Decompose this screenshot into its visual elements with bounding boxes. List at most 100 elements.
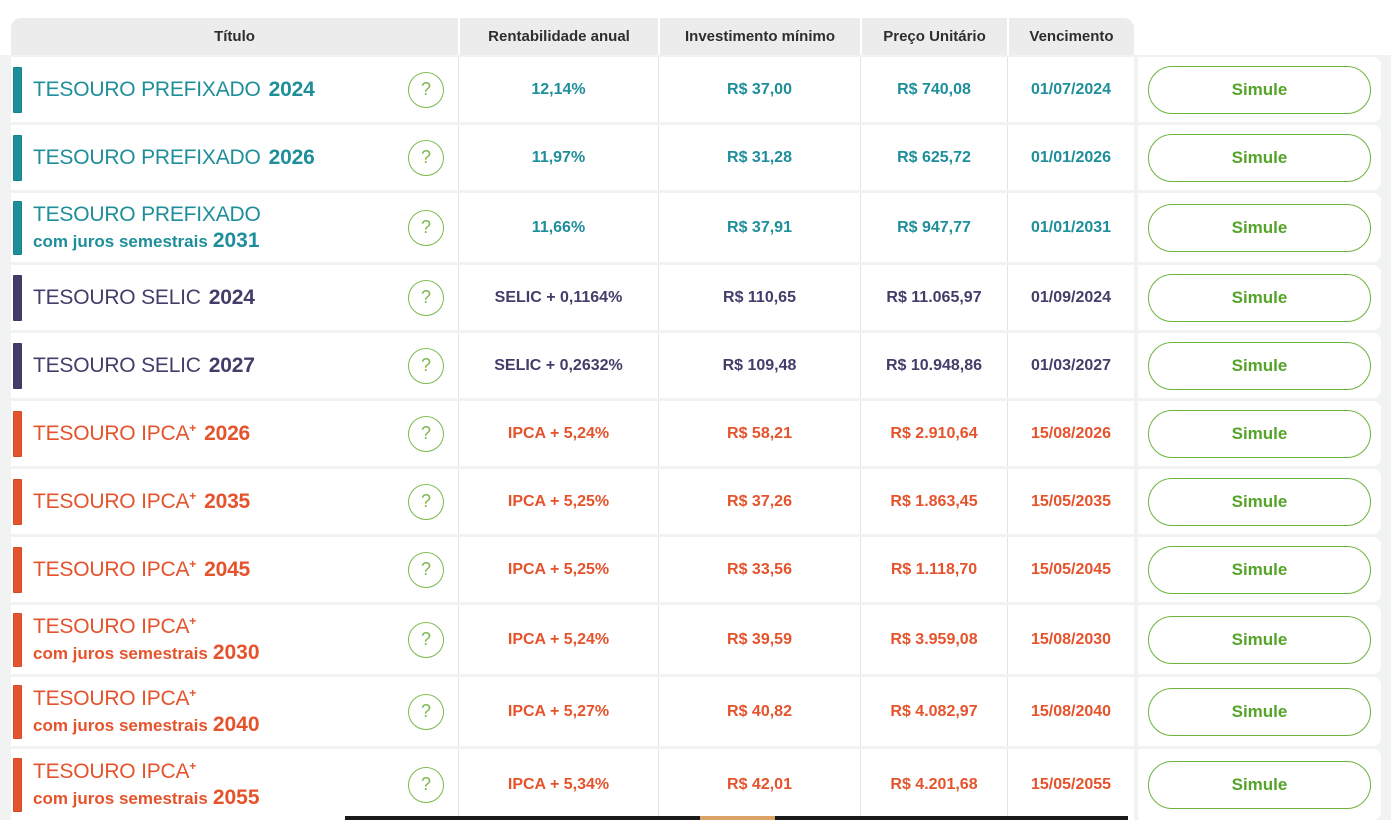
bond-row: TESOURO IPCA+ com juros semestrais 2055 ?… [11, 749, 1381, 820]
bond-name: TESOURO PREFIXADO [33, 77, 261, 101]
help-icon[interactable]: ? [408, 415, 444, 452]
bond-subtitle: com juros semestrais [33, 715, 208, 735]
help-icon[interactable]: ? [408, 551, 444, 588]
help-icon[interactable]: ? [408, 483, 444, 520]
help-icon[interactable]: ? [408, 693, 444, 730]
maturity-cell: 01/09/2024 [1007, 265, 1134, 330]
bond-title: TESOURO SELIC 2024 [33, 286, 255, 309]
min-investment-cell: R$ 37,26 [658, 469, 860, 534]
bond-table: Título Rentabilidade anual Investimento … [11, 18, 1381, 820]
bond-color-bar [13, 342, 22, 389]
bond-row: TESOURO SELIC 2024 ? SELIC + 0,1164% R$ 1… [11, 265, 1381, 330]
bond-color-bar [13, 684, 22, 739]
bond-title: TESOURO IPCA+ com juros semestrais 2040 [33, 687, 260, 735]
rate-cell: IPCA + 5,25% [458, 469, 658, 534]
bond-color-bar [13, 478, 22, 525]
bond-title-line1: TESOURO IPCA+ 2045 [33, 558, 250, 581]
unit-price-cell: R$ 4.082,97 [860, 677, 1007, 746]
simule-cell: Simule [1138, 401, 1381, 466]
bond-name: TESOURO IPCA [33, 687, 190, 711]
col-header-vencimento: Vencimento [1007, 18, 1134, 55]
simule-button[interactable]: Simule [1148, 760, 1371, 809]
table-header-row: Título Rentabilidade anual Investimento … [11, 18, 1381, 55]
bond-title: TESOURO IPCA+ com juros semestrais 2030 [33, 615, 260, 663]
bond-color-bar [13, 612, 22, 667]
rate-cell: IPCA + 5,24% [458, 401, 658, 466]
bond-row: TESOURO IPCA+ com juros semestrais 2030 ?… [11, 605, 1381, 674]
help-icon[interactable]: ? [408, 139, 444, 176]
bond-subtitle-line: com juros semestrais 2030 [33, 641, 260, 664]
bond-table-rows: TESOURO PREFIXADO 2024 ? 12,14% R$ 37,00 … [11, 57, 1381, 820]
bond-title-line1: TESOURO IPCA+ [33, 615, 260, 638]
bond-title-line1: TESOURO IPCA+ 2035 [33, 490, 250, 513]
bond-title-cell: TESOURO PREFIXADO 2024 ? [11, 57, 458, 122]
bond-title-cell: TESOURO SELIC 2024 ? [11, 265, 458, 330]
simule-cell: Simule [1138, 749, 1381, 820]
help-icon[interactable]: ? [408, 279, 444, 316]
bond-name-sup: + [189, 488, 197, 503]
bond-year: 2040 [212, 712, 260, 736]
simule-button[interactable]: Simule [1148, 341, 1371, 390]
rate-cell: IPCA + 5,27% [458, 677, 658, 746]
min-investment-cell: R$ 31,28 [658, 125, 860, 190]
simule-button[interactable]: Simule [1148, 409, 1371, 458]
maturity-cell: 15/08/2030 [1007, 605, 1134, 674]
simule-cell: Simule [1138, 605, 1381, 674]
help-icon[interactable]: ? [408, 71, 444, 108]
rate-cell: 11,97% [458, 125, 658, 190]
bond-color-bar [13, 410, 22, 457]
bond-title-cell: TESOURO IPCA+ 2035 ? [11, 469, 458, 534]
simule-cell: Simule [1138, 469, 1381, 534]
simule-cell: Simule [1138, 537, 1381, 602]
bond-name-sup: + [189, 556, 197, 571]
bond-title: TESOURO PREFIXADO com juros semestrais 20… [33, 203, 261, 251]
bond-title-line1: TESOURO PREFIXADO [33, 203, 261, 226]
simule-button[interactable]: Simule [1148, 687, 1371, 736]
bond-year-inline: 2045 [204, 557, 251, 581]
col-header-investimento: Investimento mínimo [658, 18, 860, 55]
maturity-cell: 01/01/2026 [1007, 125, 1134, 190]
col-header-titulo: Título [11, 18, 458, 55]
simule-button[interactable]: Simule [1148, 545, 1371, 594]
bond-name-sup: + [189, 686, 197, 701]
simule-button[interactable]: Simule [1148, 133, 1371, 182]
maturity-cell: 15/05/2055 [1007, 749, 1134, 820]
bond-name: TESOURO SELIC [33, 353, 201, 377]
bond-year-inline: 2026 [268, 145, 315, 169]
unit-price-cell: R$ 11.065,97 [860, 265, 1007, 330]
bond-title-line1: TESOURO SELIC 2027 [33, 354, 255, 377]
unit-price-cell: R$ 1.863,45 [860, 469, 1007, 534]
bond-title: TESOURO IPCA+ com juros semestrais 2055 [33, 760, 260, 808]
bond-row: TESOURO IPCA+ 2045 ? IPCA + 5,25% R$ 33,5… [11, 537, 1381, 602]
bond-title-cell: TESOURO IPCA+ com juros semestrais 2030 ? [11, 605, 458, 674]
help-icon[interactable]: ? [408, 621, 444, 658]
min-investment-cell: R$ 58,21 [658, 401, 860, 466]
bond-subtitle-line: com juros semestrais 2055 [33, 786, 260, 809]
maturity-cell: 01/07/2024 [1007, 57, 1134, 122]
rate-cell: IPCA + 5,24% [458, 605, 658, 674]
bond-year: 2030 [212, 640, 260, 664]
bond-title: TESOURO IPCA+ 2026 [33, 422, 250, 445]
help-icon[interactable]: ? [408, 347, 444, 384]
simule-button[interactable]: Simule [1148, 273, 1371, 322]
rate-cell: SELIC + 0,2632% [458, 333, 658, 398]
help-icon[interactable]: ? [408, 766, 444, 803]
simule-button[interactable]: Simule [1148, 477, 1371, 526]
bond-row: TESOURO IPCA+ 2035 ? IPCA + 5,25% R$ 37,2… [11, 469, 1381, 534]
bond-color-bar [13, 200, 22, 255]
simule-button[interactable]: Simule [1148, 65, 1371, 114]
simule-button[interactable]: Simule [1148, 615, 1371, 664]
bond-row: TESOURO PREFIXADO com juros semestrais 20… [11, 193, 1381, 262]
rate-cell: SELIC + 0,1164% [458, 265, 658, 330]
bond-color-bar [13, 546, 22, 593]
rate-cell: 11,66% [458, 193, 658, 262]
bond-title-cell: TESOURO SELIC 2027 ? [11, 333, 458, 398]
bond-row: TESOURO IPCA+ com juros semestrais 2040 ?… [11, 677, 1381, 746]
bond-name-sup: + [189, 759, 197, 774]
simule-cell: Simule [1138, 265, 1381, 330]
bond-title: TESOURO IPCA+ 2035 [33, 490, 250, 513]
simule-cell: Simule [1138, 125, 1381, 190]
help-icon[interactable]: ? [408, 209, 444, 246]
bond-name: TESOURO IPCA [33, 489, 190, 513]
simule-button[interactable]: Simule [1148, 203, 1371, 252]
